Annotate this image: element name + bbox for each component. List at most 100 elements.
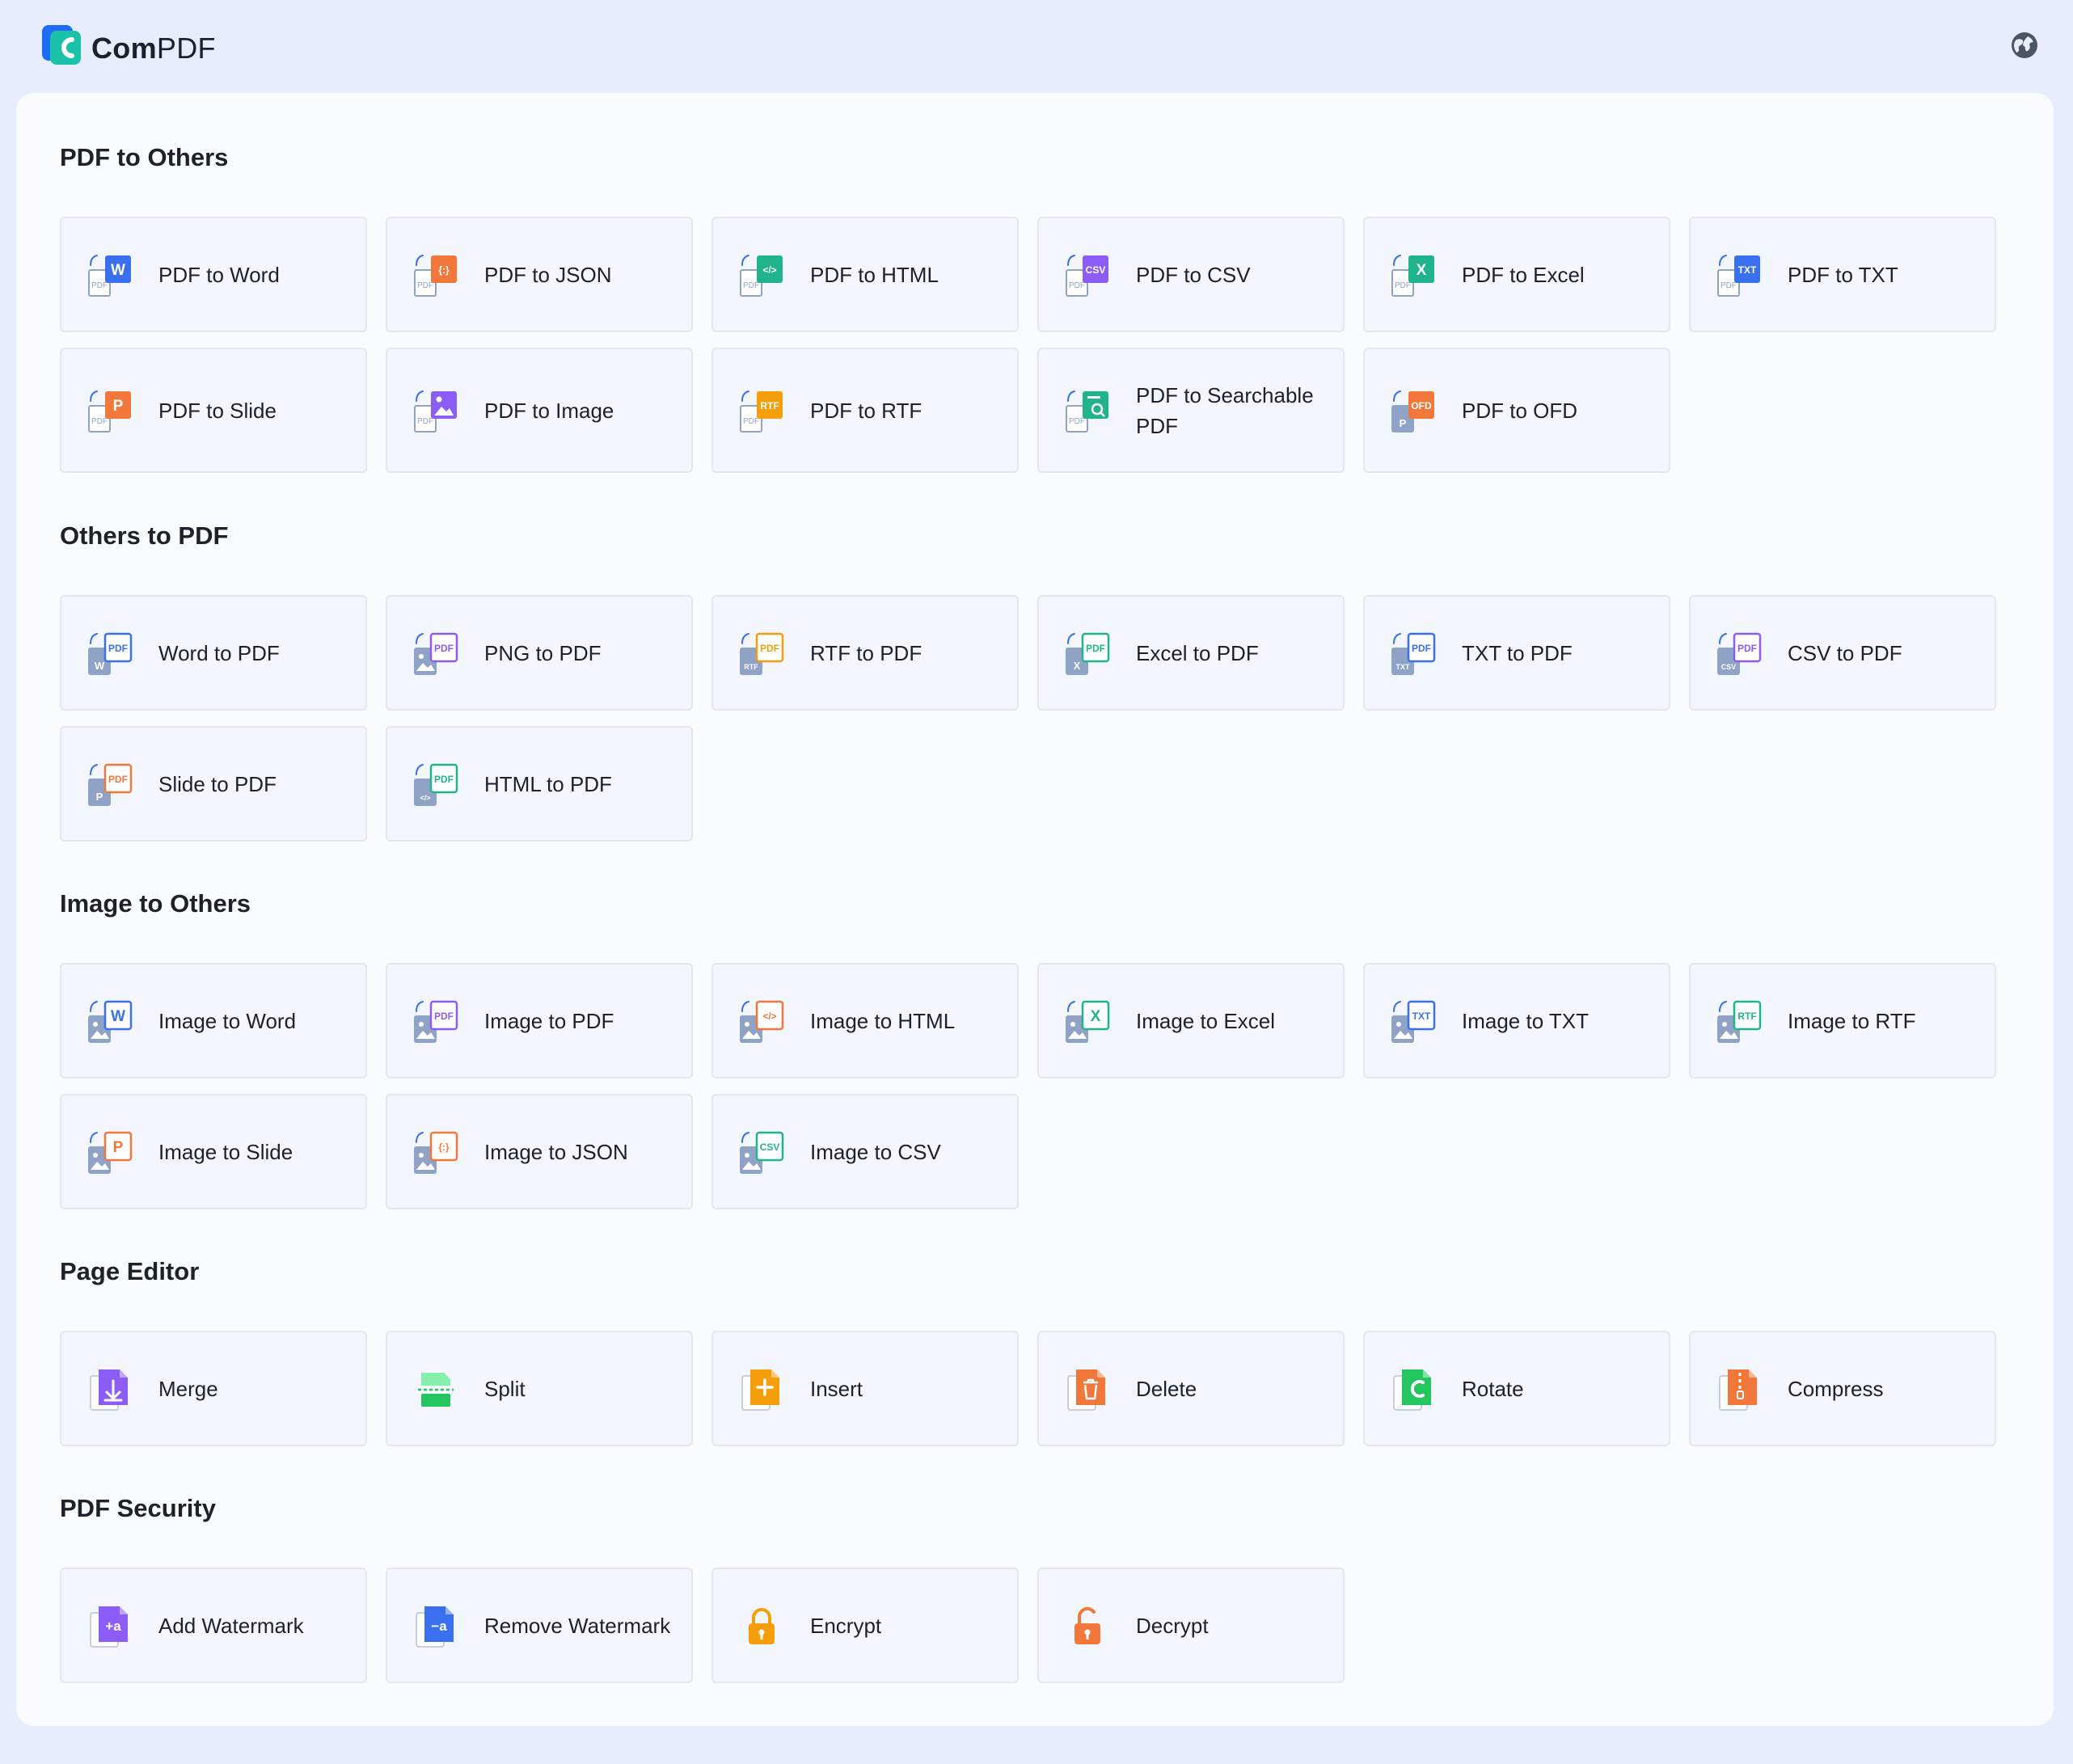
tool-card-pdf-to-word[interactable]: PDF W PDF to Word bbox=[60, 217, 367, 332]
image-to-word-icon: W bbox=[88, 1000, 133, 1043]
svg-text:X: X bbox=[1416, 262, 1427, 279]
svg-text:OFD: OFD bbox=[1411, 400, 1432, 411]
tool-card-compress[interactable]: Compress bbox=[1689, 1331, 1996, 1446]
tool-label: Slide to PDF bbox=[158, 771, 277, 796]
svg-text:PDF: PDF bbox=[434, 1011, 454, 1022]
svg-text:PDF: PDF bbox=[1395, 281, 1411, 290]
tool-card-html-to-pdf[interactable]: </> PDF HTML to PDF bbox=[386, 726, 693, 842]
tool-label: PDF to Image bbox=[484, 398, 614, 423]
svg-text:PDF: PDF bbox=[1069, 417, 1085, 426]
tool-label: Insert bbox=[810, 1376, 863, 1401]
tool-label: Image to Word bbox=[158, 1008, 297, 1033]
svg-text:PDF: PDF bbox=[743, 281, 759, 290]
image-to-pdf-icon: PDF bbox=[414, 1000, 458, 1043]
tool-label: Encrypt bbox=[810, 1613, 882, 1638]
tool-card-rtf-to-pdf[interactable]: RTF PDF RTF to PDF bbox=[711, 595, 1019, 711]
pdf-to-slide-icon: PDF P bbox=[88, 390, 131, 433]
svg-text:RTF: RTF bbox=[744, 663, 758, 671]
tool-label: Image to Excel bbox=[1136, 1008, 1275, 1033]
tool-card-slide-to-pdf[interactable]: P PDF Slide to PDF bbox=[60, 726, 367, 842]
tool-label: PNG to PDF bbox=[484, 640, 602, 665]
tool-label: Image to PDF bbox=[484, 1008, 614, 1033]
tool-card-pdf-to-ofd[interactable]: P OFD PDF to OFD bbox=[1363, 348, 1670, 473]
tool-card-pdf-to-rtf[interactable]: PDF RTF PDF to RTF bbox=[711, 348, 1019, 473]
top-bar: ComPDF bbox=[0, 0, 2073, 93]
svg-text:PDF: PDF bbox=[1737, 643, 1757, 654]
tool-card-png-to-pdf[interactable]: PDF PNG to PDF bbox=[386, 595, 693, 711]
tool-card-image-to-excel[interactable]: X Image to Excel bbox=[1037, 963, 1345, 1078]
svg-text:PDF: PDF bbox=[1412, 643, 1431, 654]
image-to-html-icon: </> bbox=[740, 1000, 784, 1043]
tool-label: Image to Slide bbox=[158, 1139, 293, 1164]
section-title-image-to-others: Image to Others bbox=[60, 889, 251, 918]
tool-card-encrypt[interactable]: Encrypt bbox=[711, 1568, 1019, 1683]
tool-card-image-to-csv[interactable]: CSV Image to CSV bbox=[711, 1094, 1019, 1209]
tool-card-word-to-pdf[interactable]: W PDF Word to PDF bbox=[60, 595, 367, 711]
pdf-to-ofd-icon: P OFD bbox=[1391, 390, 1434, 433]
tool-card-image-to-html[interactable]: </> Image to HTML bbox=[711, 963, 1019, 1078]
image-to-rtf-icon: RTF bbox=[1717, 1000, 1762, 1043]
tool-card-pdf-to-json[interactable]: PDF {:} PDF to JSON bbox=[386, 217, 693, 332]
tool-card-pdf-to-txt[interactable]: PDF TXT PDF to TXT bbox=[1689, 217, 1996, 332]
tool-card-image-to-pdf[interactable]: PDF Image to PDF bbox=[386, 963, 693, 1078]
tool-card-pdf-to-excel[interactable]: PDF X PDF to Excel bbox=[1363, 217, 1670, 332]
svg-text:PDF: PDF bbox=[1086, 643, 1105, 654]
pdf-to-html-icon: PDF</> bbox=[740, 254, 783, 297]
tool-card-image-to-slide[interactable]: P Image to Slide bbox=[60, 1094, 367, 1209]
tool-label: Remove Watermark bbox=[484, 1613, 671, 1638]
tool-label: Image to RTF bbox=[1788, 1008, 1916, 1033]
tool-card-add-watermark[interactable]: +a Add Watermark bbox=[60, 1568, 367, 1683]
tool-card-split[interactable]: Split bbox=[386, 1331, 693, 1446]
section-title-pdf-to-others: PDF to Others bbox=[60, 143, 229, 171]
tool-card-delete[interactable]: Delete bbox=[1037, 1331, 1345, 1446]
tool-card-csv-to-pdf[interactable]: CSV PDF CSV to PDF bbox=[1689, 595, 1996, 711]
svg-text:</>: </> bbox=[420, 794, 430, 802]
globe-icon[interactable] bbox=[2010, 31, 2039, 60]
svg-text:RTF: RTF bbox=[760, 400, 779, 411]
tool-label: Excel to PDF bbox=[1136, 640, 1259, 665]
tool-card-image-to-txt[interactable]: TXT Image to TXT bbox=[1363, 963, 1670, 1078]
tool-card-rotate[interactable]: Rotate bbox=[1363, 1331, 1670, 1446]
image-to-slide-icon: P bbox=[88, 1131, 133, 1174]
tool-card-remove-watermark[interactable]: −a Remove Watermark bbox=[386, 1568, 693, 1683]
tool-card-image-to-rtf[interactable]: RTF Image to RTF bbox=[1689, 963, 1996, 1078]
tool-label: CSV to PDF bbox=[1788, 640, 1902, 665]
tool-card-pdf-to-searchable-pdf[interactable]: PDF PDF to Searchable PDF bbox=[1037, 348, 1345, 473]
tool-label: PDF to CSV bbox=[1136, 262, 1251, 287]
svg-text:P: P bbox=[113, 1139, 124, 1156]
tool-card-pdf-to-html[interactable]: PDF </> PDF to HTML bbox=[711, 217, 1019, 332]
svg-text:W: W bbox=[111, 1008, 125, 1025]
tool-card-decrypt[interactable]: Decrypt bbox=[1037, 1568, 1345, 1683]
svg-text:PDF: PDF bbox=[434, 643, 454, 654]
svg-text:P: P bbox=[113, 398, 124, 415]
tool-card-image-to-json[interactable]: {:} Image to JSON bbox=[386, 1094, 693, 1209]
tool-card-image-to-word[interactable]: W Image to Word bbox=[60, 963, 367, 1078]
encrypt-lock-icon bbox=[749, 1607, 775, 1644]
brand-name: ComPDF bbox=[91, 32, 216, 65]
tool-card-pdf-to-csv[interactable]: PDF CSV PDF to CSV bbox=[1037, 217, 1345, 332]
section-title-pdf-security: PDF Security bbox=[60, 1494, 216, 1522]
svg-text:W: W bbox=[95, 660, 105, 672]
pdf-to-image-icon: PDF bbox=[414, 390, 457, 433]
tool-card-merge[interactable]: Merge bbox=[60, 1331, 367, 1446]
svg-text:PDF: PDF bbox=[760, 643, 779, 654]
tool-label: PDF to TXT bbox=[1788, 262, 1898, 287]
tool-label: Image to TXT bbox=[1462, 1008, 1590, 1033]
tool-label: PDF to Searchable PDF bbox=[1136, 382, 1314, 438]
tool-card-pdf-to-image[interactable]: PDF PDF to Image bbox=[386, 348, 693, 473]
tool-label: Image to HTML bbox=[810, 1008, 956, 1033]
tool-card-insert[interactable]: Insert bbox=[711, 1331, 1019, 1446]
tool-card-txt-to-pdf[interactable]: TXT PDF TXT to PDF bbox=[1363, 595, 1670, 711]
svg-text:X: X bbox=[1074, 660, 1081, 672]
svg-text:CSV: CSV bbox=[1721, 663, 1737, 671]
svg-text:RTF: RTF bbox=[1737, 1011, 1756, 1022]
svg-text:P: P bbox=[1400, 417, 1407, 429]
tools-panel: PDF to Others PDF W PDF to Word PDF {:} PDF to… bbox=[16, 93, 2054, 1726]
txt-to-pdf-icon: TXT PDF bbox=[1391, 632, 1436, 675]
compdf-logo-icon[interactable] bbox=[42, 25, 82, 65]
tool-card-pdf-to-slide[interactable]: PDF P PDF to Slide bbox=[60, 348, 367, 473]
tool-card-excel-to-pdf[interactable]: X PDF Excel to PDF bbox=[1037, 595, 1345, 711]
